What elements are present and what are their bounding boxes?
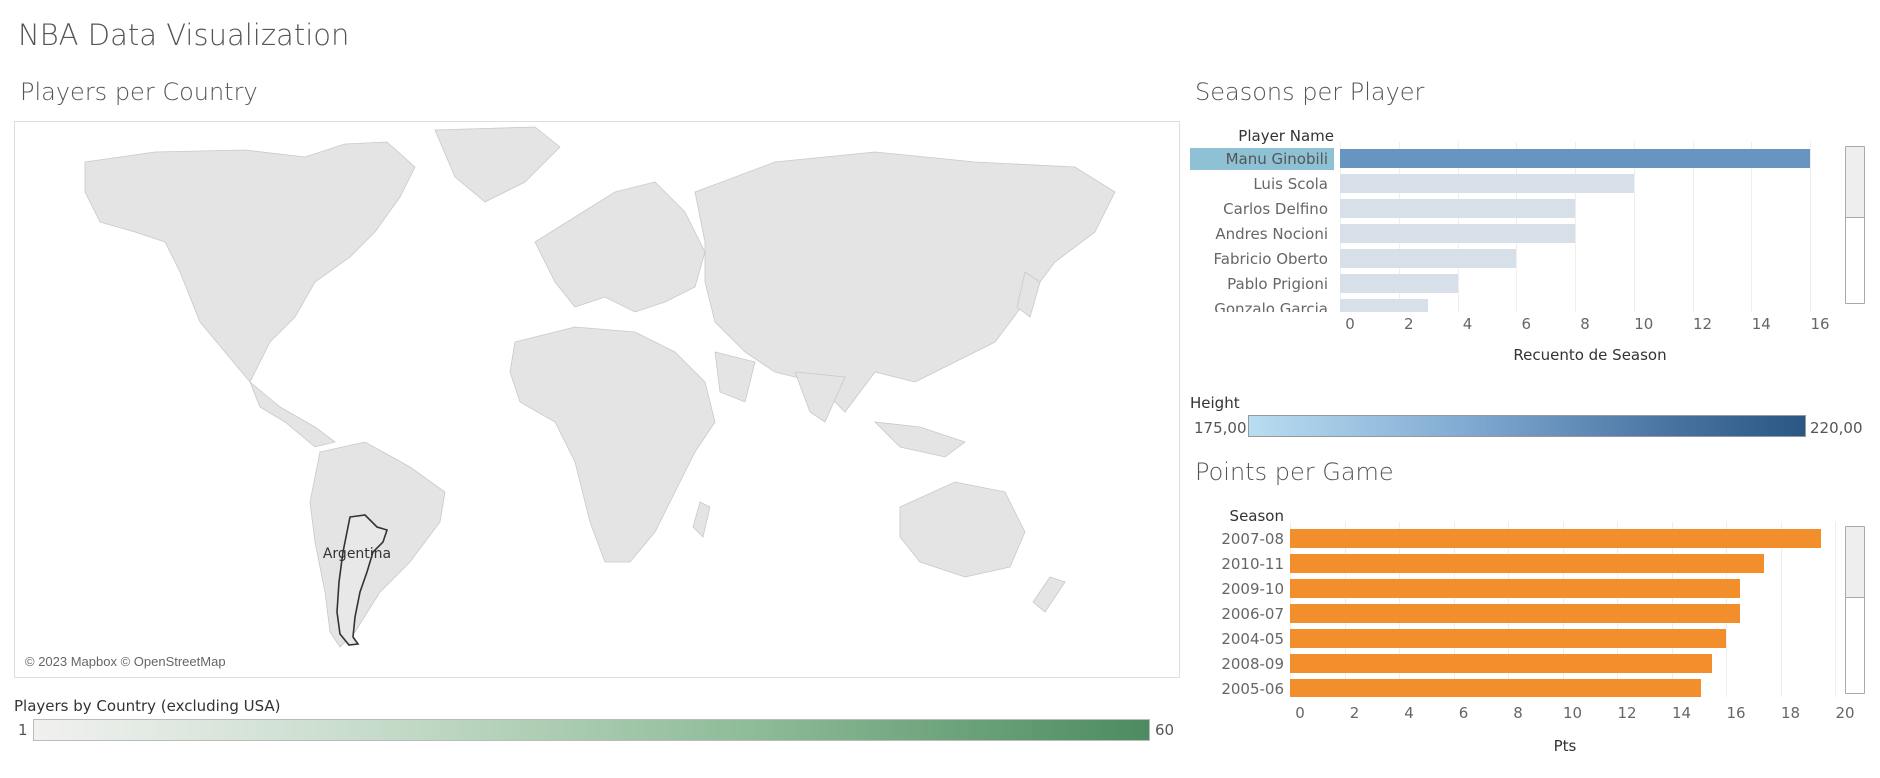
dashboard-title: NBA Data Visualization xyxy=(18,18,350,52)
height-legend-max: 220,00 xyxy=(1810,419,1863,437)
seasons-x-tick: 10 xyxy=(1634,315,1654,333)
season-label[interactable]: 2008-09 xyxy=(1221,655,1284,673)
asia-shape xyxy=(694,151,1116,413)
argentina-label: Argentina xyxy=(323,546,391,562)
new-zealand-shape xyxy=(1032,576,1066,613)
points-bar[interactable] xyxy=(1290,679,1702,697)
japan-shape xyxy=(1016,271,1041,318)
map-title: Players per Country xyxy=(20,78,258,106)
seasons-scrollbar[interactable] xyxy=(1845,146,1865,304)
seasons-x-tick: 8 xyxy=(1580,315,1590,333)
india-shape xyxy=(794,371,846,423)
seasons-x-axis: 0 2 4 6 8 10 12 14 16 xyxy=(1340,315,1840,335)
australia-shape xyxy=(899,481,1026,578)
player-label[interactable]: Pablo Prigioni xyxy=(1227,275,1328,293)
season-label[interactable]: 2007-08 xyxy=(1221,530,1284,548)
seasons-x-tick: 12 xyxy=(1692,315,1713,333)
player-label[interactable]: Manu Ginobili xyxy=(1190,148,1334,170)
points-x-tick: 2 xyxy=(1349,704,1360,722)
seasons-x-tick: 14 xyxy=(1751,315,1771,333)
seasons-gridline xyxy=(1751,142,1753,312)
points-x-tick: 4 xyxy=(1404,704,1414,722)
map-legend-max: 60 xyxy=(1155,721,1175,739)
season-count-bar[interactable] xyxy=(1340,224,1575,243)
seasons-gridline xyxy=(1575,142,1576,312)
points-x-tick: 6 xyxy=(1458,704,1469,722)
height-legend-min: 175,00 xyxy=(1194,419,1247,437)
seasons-x-tick: 0 xyxy=(1345,315,1355,333)
seasons-x-tick: 2 xyxy=(1403,315,1414,333)
season-count-bar[interactable] xyxy=(1340,199,1575,218)
points-bar[interactable] xyxy=(1290,529,1822,548)
africa-shape xyxy=(509,326,716,563)
europe-shape xyxy=(534,181,706,313)
points-bar-chart[interactable]: 2007-08 2010-11 2009-10 2006-07 2004-05 2008-… xyxy=(1190,522,1840,697)
points-x-tick: 10 xyxy=(1562,704,1583,722)
player-label[interactable]: Gonzalo Garcia xyxy=(1214,300,1328,312)
season-label[interactable]: 2004-05 xyxy=(1221,630,1284,648)
seasons-gridline xyxy=(1810,142,1811,312)
seasons-gridline xyxy=(1692,142,1694,312)
world-map-canvas[interactable]: Argentina xyxy=(15,122,1179,677)
points-bar[interactable] xyxy=(1290,654,1713,673)
seasons-bar-chart[interactable]: Manu Ginobili Luis Scola Carlos Delfino And… xyxy=(1190,142,1840,312)
central-america-shape xyxy=(249,381,336,448)
points-x-tick: 16 xyxy=(1726,704,1746,722)
season-count-bar[interactable] xyxy=(1340,149,1810,168)
season-header: Season xyxy=(1229,507,1284,525)
points-x-tick: 18 xyxy=(1780,704,1801,722)
seasons-scroll-thumb[interactable] xyxy=(1846,147,1864,218)
points-bar[interactable] xyxy=(1290,554,1765,573)
season-count-bar[interactable] xyxy=(1340,299,1429,312)
north-america-shape xyxy=(84,141,416,383)
season-count-bar[interactable] xyxy=(1340,274,1458,293)
seasons-chart-title: Seasons per Player xyxy=(1195,78,1425,106)
season-label[interactable]: 2006-07 xyxy=(1221,605,1284,623)
player-label[interactable]: Fabricio Oberto xyxy=(1213,250,1328,268)
points-bar[interactable] xyxy=(1290,629,1726,648)
height-legend-title: Height xyxy=(1190,394,1240,412)
points-x-axis-title: Pts xyxy=(1553,737,1577,755)
map-legend-title: Players by Country (excluding USA) xyxy=(14,697,281,715)
points-scroll-thumb[interactable] xyxy=(1846,527,1864,598)
season-label[interactable]: 2010-11 xyxy=(1221,555,1284,573)
map-legend-min: 1 xyxy=(18,721,28,739)
season-label[interactable]: 2005-06 xyxy=(1221,680,1284,697)
points-x-tick: 20 xyxy=(1835,704,1855,722)
world-map[interactable]: Argentina © 2023 Mapbox © OpenStreetMap xyxy=(14,121,1180,678)
seasons-x-tick: 4 xyxy=(1462,315,1473,333)
season-label[interactable]: 2009-10 xyxy=(1221,580,1284,598)
madagascar-shape xyxy=(692,501,711,538)
player-name-header: Player Name xyxy=(1238,127,1334,145)
points-x-tick: 8 xyxy=(1513,704,1523,722)
height-legend-gradient xyxy=(1248,415,1806,437)
season-count-bar[interactable] xyxy=(1340,174,1634,193)
map-legend-gradient xyxy=(33,719,1150,741)
indonesia-shape xyxy=(873,421,966,458)
points-chart-title: Points per Game xyxy=(1195,458,1394,486)
player-label[interactable]: Carlos Delfino xyxy=(1223,200,1328,218)
seasons-x-tick: 6 xyxy=(1521,315,1532,333)
points-x-tick: 14 xyxy=(1671,704,1692,722)
points-x-tick: 12 xyxy=(1617,704,1637,722)
argentina-shape[interactable] xyxy=(336,514,389,646)
greenland-shape xyxy=(434,126,561,203)
seasons-gridline xyxy=(1633,142,1635,312)
points-x-axis: 0 2 4 6 8 10 12 14 16 18 20 xyxy=(1290,704,1854,724)
player-label[interactable]: Andres Nocioni xyxy=(1215,225,1328,243)
seasons-x-tick: 16 xyxy=(1810,315,1830,333)
season-count-bar[interactable] xyxy=(1340,249,1517,268)
points-bar[interactable] xyxy=(1290,579,1740,598)
points-gridline xyxy=(1835,522,1836,697)
points-scrollbar[interactable] xyxy=(1845,526,1865,694)
points-gridline xyxy=(1780,522,1782,697)
arabia-shape xyxy=(714,351,756,403)
player-label[interactable]: Luis Scola xyxy=(1253,175,1328,193)
seasons-x-axis-title: Recuento de Season xyxy=(1513,346,1667,364)
points-bar[interactable] xyxy=(1290,604,1740,623)
map-attribution: © 2023 Mapbox © OpenStreetMap xyxy=(25,654,226,669)
points-x-tick: 0 xyxy=(1295,704,1305,722)
